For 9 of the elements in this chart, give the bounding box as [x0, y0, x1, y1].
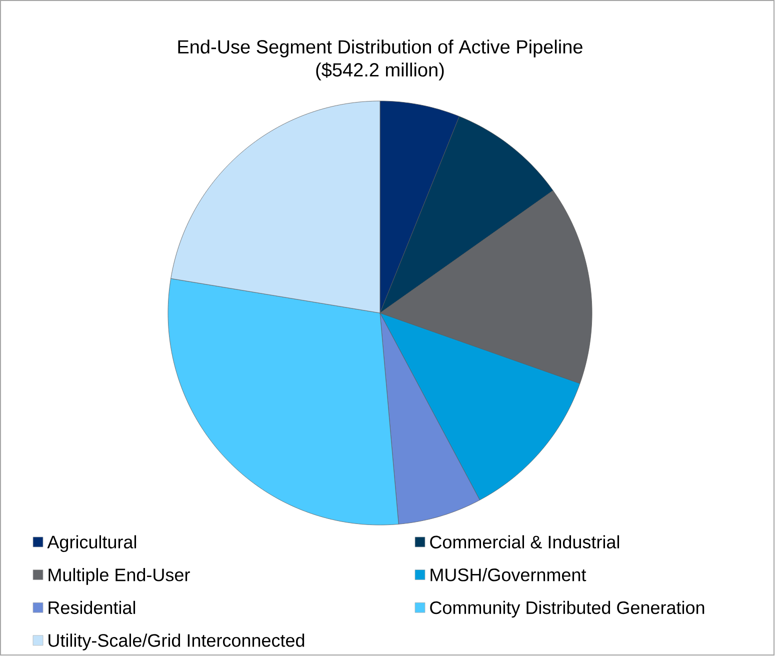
legend-label: Utility-Scale/Grid Interconnected [48, 634, 304, 650]
legend-label: Commercial & Industrial [430, 535, 620, 548]
legend-label: Residential [48, 600, 136, 614]
chart-subtitle: ($542.2 million) [316, 62, 444, 80]
chart-title: End-Use Segment Distribution of Active Pipeline [178, 40, 582, 58]
legend-label: Agricultural [47, 535, 136, 552]
legend-label: MUSH/Government [430, 568, 586, 582]
legend-label: Community Distributed Generation [430, 600, 704, 618]
legend-label: Multiple End-User [48, 568, 190, 585]
